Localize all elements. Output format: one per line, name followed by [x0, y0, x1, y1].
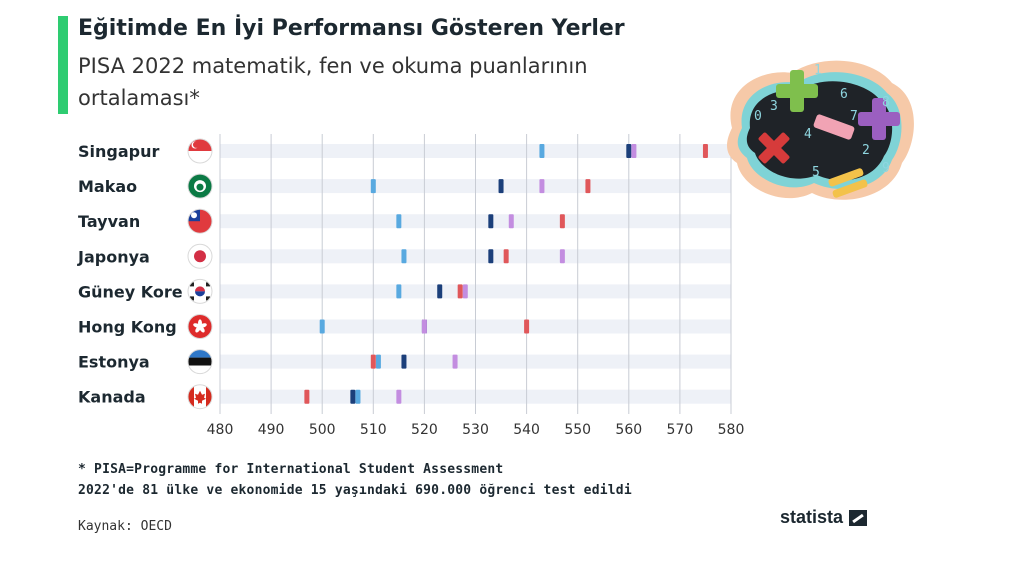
flag-south-korea-icon — [187, 278, 213, 304]
decor-digit: 5 — [812, 165, 820, 180]
x-tick-label: 500 — [309, 422, 336, 438]
score-marker — [396, 389, 402, 404]
score-marker — [401, 354, 407, 369]
score-marker — [503, 249, 509, 264]
score-marker — [702, 144, 708, 158]
country-label: Estonya — [78, 353, 150, 372]
country-label: Makao — [78, 177, 137, 196]
flag-japan-icon — [187, 243, 213, 269]
page-subtitle: PISA 2022 matematik, fen ve okuma puanla… — [78, 54, 588, 110]
dot-plot-chart: 480 490 500 510 520 530 540 550 560 570 580 Singap… — [77, 134, 745, 438]
decor-digit: 3 — [770, 99, 778, 114]
x-tick-label: 480 — [207, 422, 234, 438]
score-marker — [437, 284, 443, 299]
x-tick-label: 550 — [564, 422, 591, 438]
decor-digit: 9 — [882, 161, 890, 176]
score-marker — [462, 284, 468, 299]
footnote-definition: * PISA=Programme for International Stude… — [78, 462, 504, 477]
flag-singapore-icon — [187, 138, 213, 164]
source-label: Kaynak: OECD — [78, 519, 172, 534]
x-tick-label: 490 — [258, 422, 285, 438]
score-marker — [508, 214, 514, 229]
score-marker — [539, 144, 545, 158]
score-marker — [457, 284, 463, 299]
score-marker — [488, 214, 494, 229]
score-marker — [370, 179, 376, 194]
score-marker — [401, 249, 407, 264]
statista-logo: statista — [780, 507, 868, 528]
x-tick-label: 530 — [462, 422, 489, 438]
flag-taiwan-icon — [187, 208, 213, 234]
country-label: Kanada — [78, 388, 146, 407]
decor-digit: 1 — [814, 63, 822, 78]
decor-digit: 8 — [882, 95, 890, 110]
country-label: Japonya — [77, 247, 150, 266]
score-marker — [626, 144, 632, 158]
country-label: Singapur — [78, 142, 159, 161]
score-marker — [488, 249, 494, 264]
minus-symbol-pink — [813, 114, 855, 140]
x-tick-label: 580 — [718, 422, 745, 438]
x-tick-label: 560 — [615, 422, 642, 438]
statista-icon — [849, 509, 868, 526]
statista-wordmark: statista — [780, 507, 844, 527]
score-marker — [452, 354, 458, 369]
decor-digit: 0 — [754, 109, 762, 124]
math-symbols-illustration: 1 6 03 4 7 2 5 9 8 — [727, 60, 914, 200]
times-symbol-red — [758, 132, 790, 164]
score-marker — [498, 179, 504, 194]
country-label: Hong Kong — [78, 318, 177, 337]
flag-hong-kong-icon — [187, 314, 213, 339]
score-marker — [370, 354, 376, 369]
decor-digit: 2 — [862, 143, 870, 158]
flag-canada-icon — [187, 384, 213, 410]
score-marker — [631, 144, 637, 158]
score-marker — [539, 179, 545, 194]
page-title: Eğitimde En İyi Performansı Gösteren Yer… — [78, 16, 625, 41]
country-label: Güney Kore — [78, 282, 183, 301]
decor-digit: 7 — [850, 109, 858, 124]
x-tick-label: 570 — [667, 422, 694, 438]
score-marker — [319, 319, 325, 334]
plus-symbol-green — [776, 70, 818, 112]
score-marker — [375, 354, 381, 369]
score-marker — [350, 389, 356, 404]
decor-digit: 6 — [840, 87, 848, 102]
score-marker — [396, 214, 402, 229]
x-tick-label: 510 — [360, 422, 387, 438]
decor-digit: 4 — [804, 127, 812, 142]
score-marker — [585, 179, 591, 194]
equals-symbol-yellow — [828, 168, 868, 198]
footnote-sample: 2022'de 81 ülke ve ekonomide 15 yaşındak… — [78, 483, 632, 498]
x-tick-label: 540 — [513, 422, 540, 438]
score-marker — [396, 284, 402, 299]
score-marker — [559, 214, 565, 229]
x-tick-label: 520 — [411, 422, 438, 438]
plus-symbol-purple — [858, 98, 900, 140]
score-marker — [304, 389, 310, 404]
score-marker — [421, 319, 427, 334]
flag-macao-icon — [187, 173, 213, 199]
country-label: Tayvan — [78, 212, 140, 231]
score-marker — [355, 389, 361, 404]
score-marker — [524, 319, 530, 334]
score-marker — [559, 249, 565, 264]
flag-estonia-icon — [187, 349, 213, 375]
accent-bar — [58, 16, 68, 114]
